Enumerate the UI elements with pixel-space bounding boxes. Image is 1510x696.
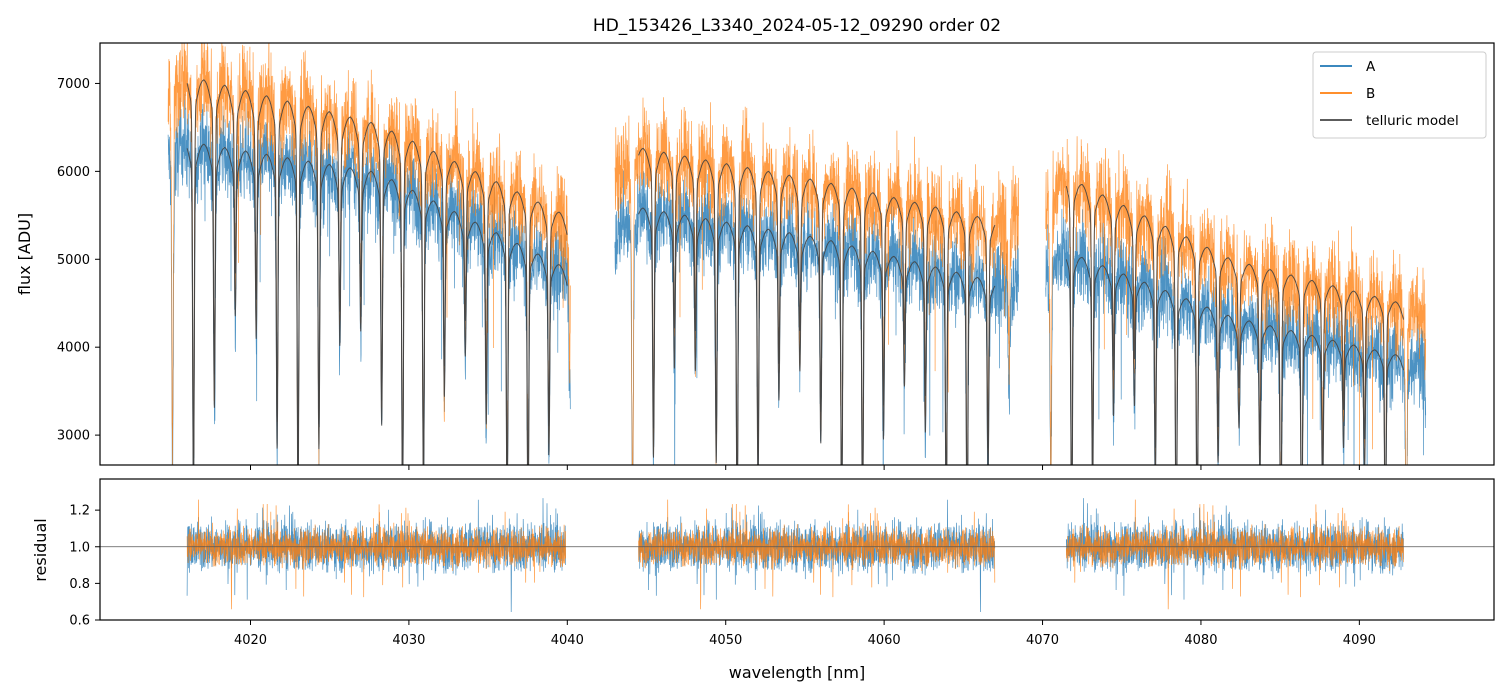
series-b-segment-1 [614,97,1019,465]
telluric-model-a-segment-2 [1065,256,1404,465]
series-b-segment-0 [167,43,571,465]
legend-label-a: A [1366,59,1376,75]
telluric-model-b-segment-1 [638,147,996,465]
bottom-x-axis: 4020 4030 4040 4050 4060 4070 4080 4090 [234,620,1376,648]
bottom-x-tick-label: 4090 [1343,633,1376,648]
legend: A B telluric model [1312,51,1487,139]
top-axes-frame [99,42,1495,466]
telluric-model-b-segment-0 [186,79,568,465]
bottom-axes-frame [99,478,1495,621]
top-x-axis [249,465,1360,470]
legend-label-telluric: telluric model [1366,113,1459,129]
top-y-tick-label: 6000 [57,165,90,180]
bottom-y-tick-label: 1.0 [69,540,90,555]
residual-b-segment-1 [638,499,996,610]
bottom-x-tick-label: 4020 [234,633,267,648]
series-b-segment-2 [1045,136,1427,465]
bottom-x-tick-label: 4050 [709,633,742,648]
bottom-y-tick-label: 0.6 [69,614,90,629]
residual-b-segment-2 [1065,499,1404,610]
telluric-model-a-segment-0 [186,143,568,465]
top-y-tick-label: 5000 [57,253,90,268]
series-a-segment-0 [167,93,571,465]
top-y-tick-label: 7000 [57,77,90,92]
chart-title: HD_153426_L3340_2024-05-12_09290 order 0… [593,16,1001,36]
bottom-x-tick-label: 4070 [1026,633,1059,648]
x-axis-label: wavelength [nm] [729,663,866,682]
bottom-x-tick-label: 4040 [551,633,584,648]
top-panel: 3000 4000 5000 6000 7000 flux [ADU] A B tell… [15,42,1495,470]
bottom-x-tick-label: 4080 [1184,633,1217,648]
telluric-model-b-segment-2 [1065,184,1404,465]
bottom-x-tick-label: 4030 [392,633,425,648]
top-y-tick-label: 3000 [57,429,90,444]
legend-frame [1312,51,1487,139]
telluric-model-a-segment-1 [638,207,996,465]
bottom-y-tick-label: 1.2 [69,504,90,519]
top-y-tick-label: 4000 [57,341,90,356]
top-y-axis-label: flux [ADU] [15,213,34,295]
bottom-y-axis: 0.6 0.8 1.0 1.2 [69,504,100,629]
bottom-y-tick-label: 0.8 [69,577,90,592]
series-a-segment-1 [614,160,1019,465]
bottom-plot-area [100,498,1494,613]
top-y-axis: 3000 4000 5000 6000 7000 [57,77,100,444]
bottom-y-axis-label: residual [31,518,50,581]
bottom-x-tick-label: 4060 [868,633,901,648]
legend-label-b: B [1366,86,1375,102]
bottom-panel: 0.6 0.8 1.0 1.2 4020 4030 4040 4050 4060 4070 408… [31,478,1495,682]
top-plot-area [167,43,1427,465]
residual-b-segment-0 [186,499,566,610]
